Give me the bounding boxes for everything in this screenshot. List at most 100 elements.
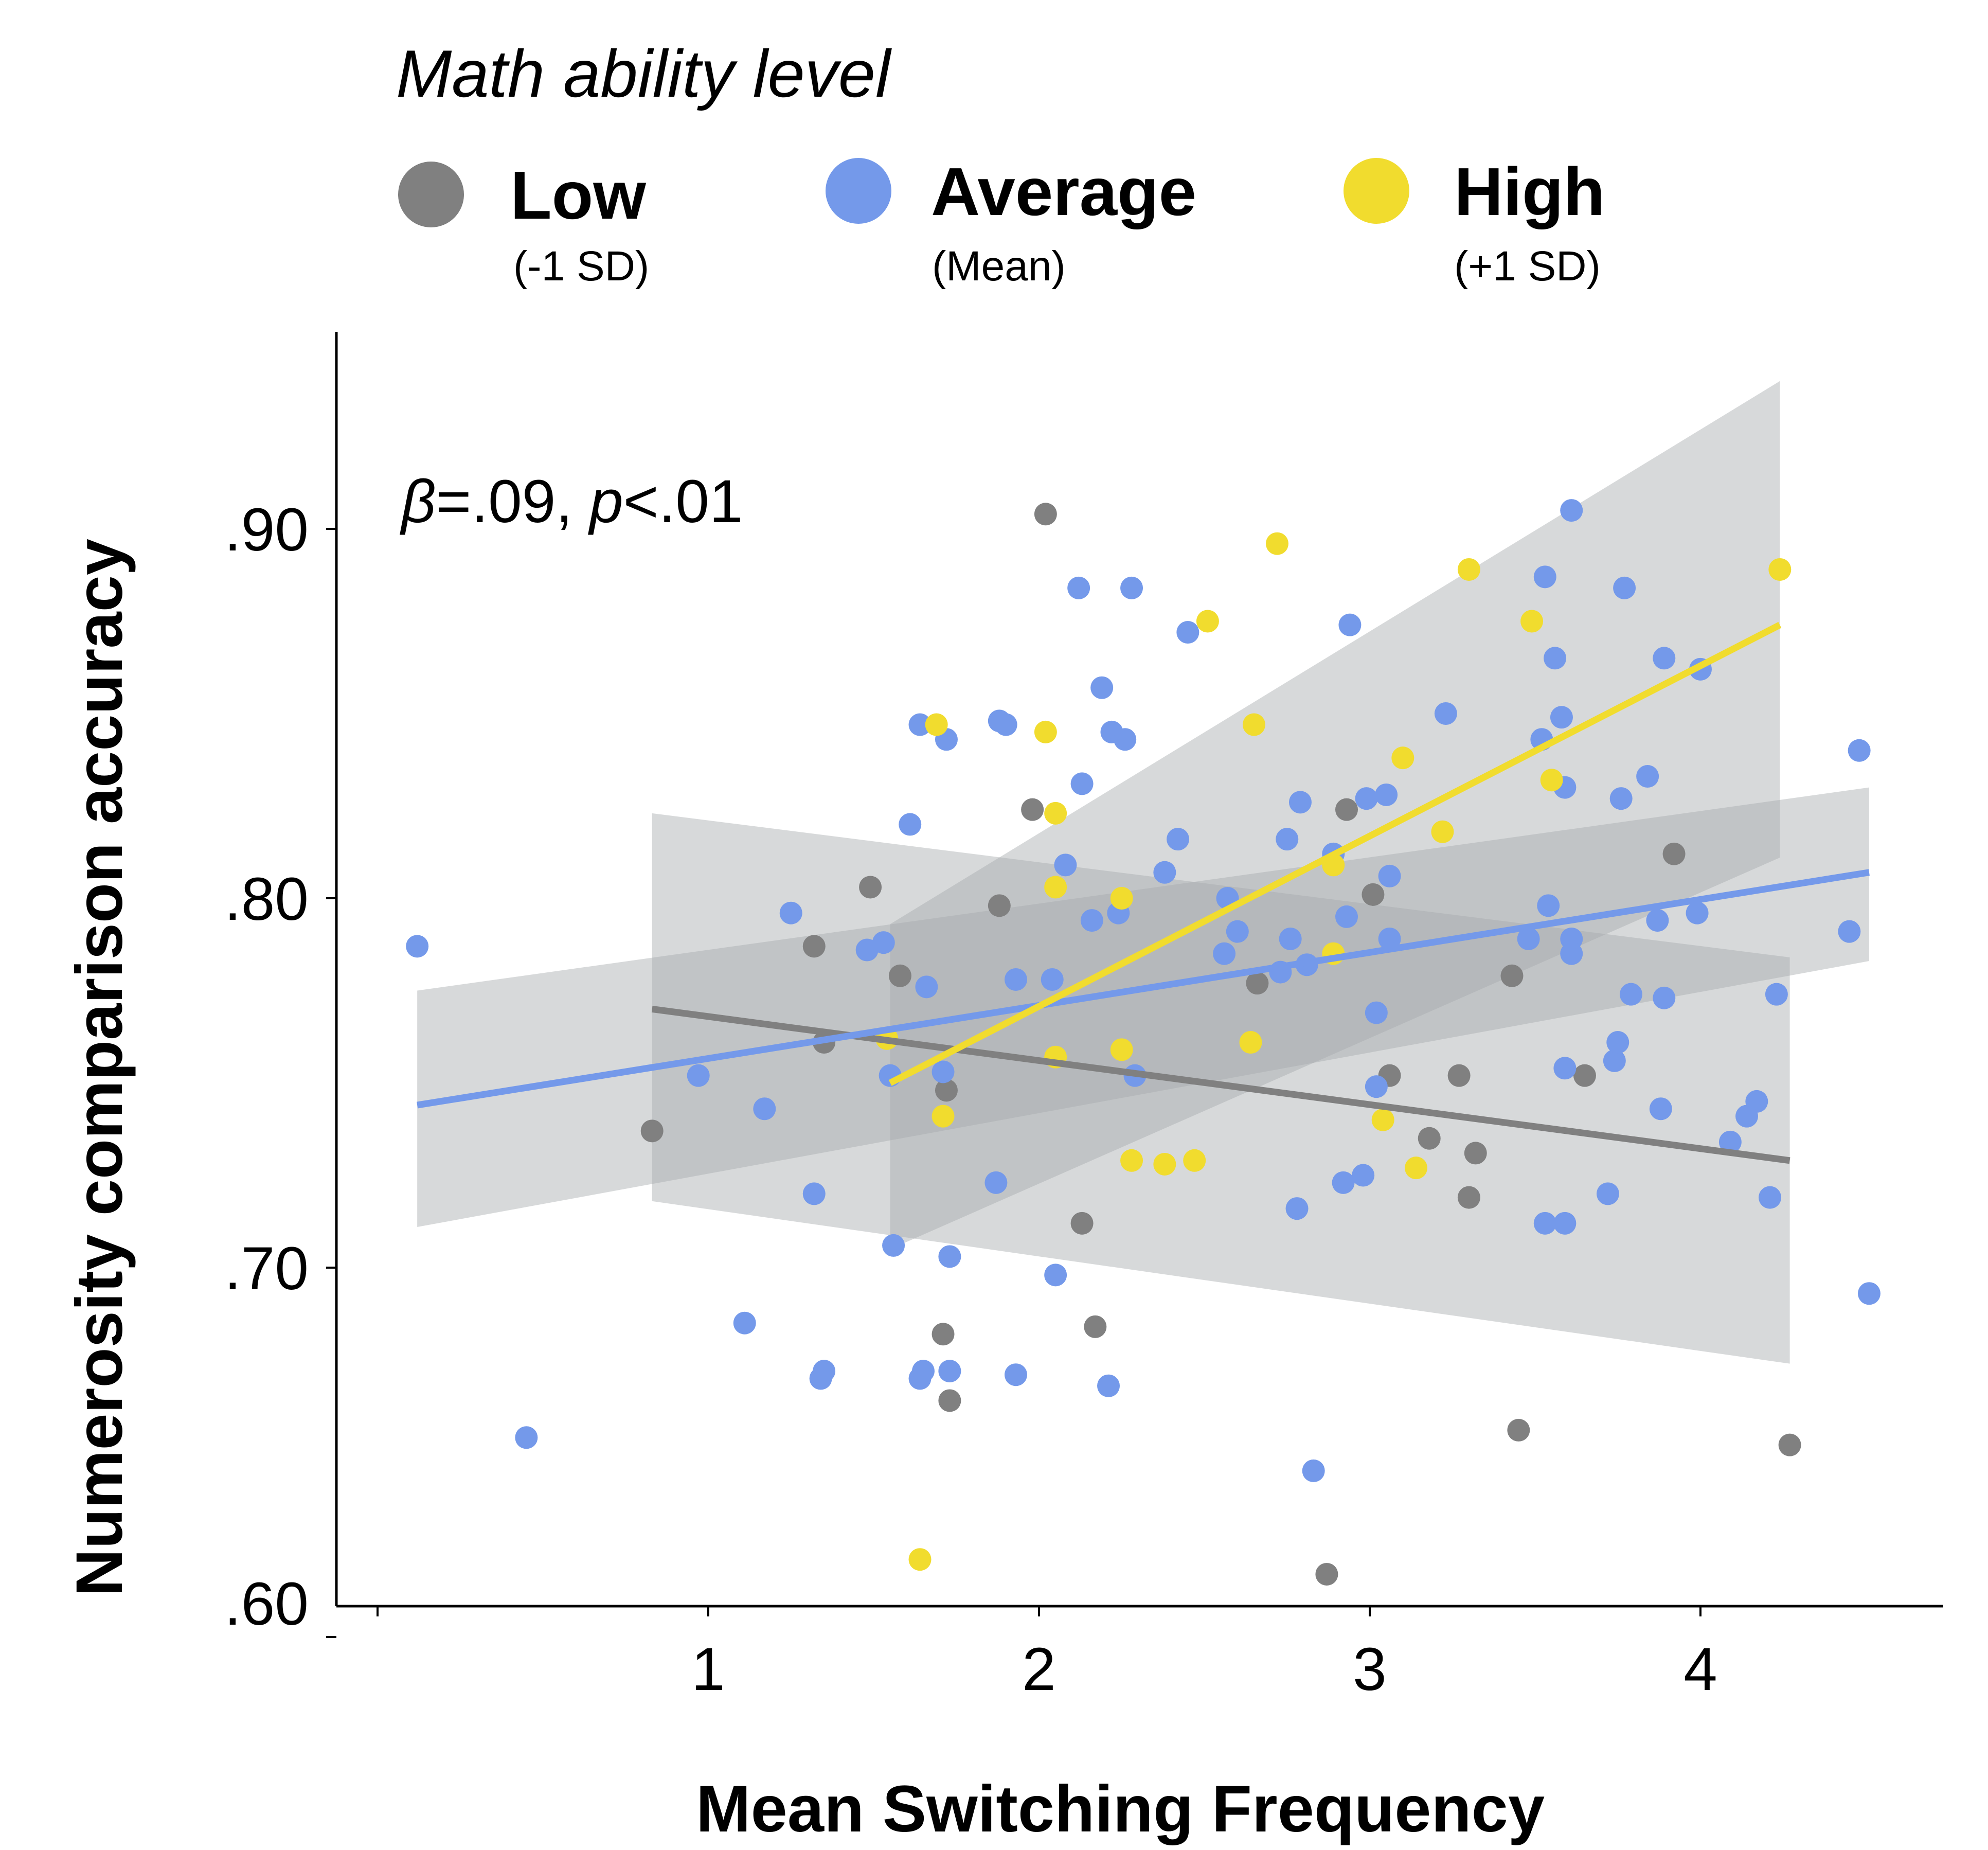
point-average-94 [1759,1186,1782,1209]
x-tick-label-4: 4 [1683,1635,1717,1703]
point-high-21 [1405,1157,1428,1180]
point-average-64 [1434,702,1457,725]
point-average-61 [1375,783,1398,806]
point-high-23 [1457,558,1480,581]
x-tick-label-2: 2 [1022,1635,1056,1703]
point-low-11 [1070,1212,1094,1235]
legend-title: Math ability level [396,36,892,111]
point-average-38 [1120,576,1143,599]
point-low-23 [1573,1064,1596,1087]
fit-line-average [417,869,1870,1109]
point-average-63 [1378,927,1401,950]
point-average-82 [1613,576,1636,599]
point-high-16 [1265,532,1288,555]
point-low-8 [988,894,1011,917]
point-high-3 [932,1105,955,1128]
beta-value: =.09, [436,468,589,536]
point-average-55 [1335,905,1358,928]
ci-band-average [417,787,1869,1228]
beta-symbol: β [400,468,436,536]
point-average-45 [1226,920,1249,943]
legend-low: Low (-1 SD) [398,157,649,290]
point-low-12 [1084,1315,1107,1338]
point-average-86 [1649,1097,1672,1120]
point-average-28 [1044,1264,1067,1287]
point-average-84 [1636,765,1659,788]
point-average-47 [1276,828,1299,851]
point-average-93 [1745,1090,1768,1113]
point-average-20 [938,1245,961,1268]
point-average-95 [1765,983,1788,1006]
point-high-11 [1153,1152,1176,1176]
point-low-3 [859,876,882,899]
point-average-14 [908,713,932,736]
point-average-98 [1857,1282,1880,1305]
x-tick-label-1: 1 [691,1635,725,1703]
point-average-74 [1553,1057,1577,1080]
x-axis-title: Mean Switching Frequency [696,1772,1545,1846]
point-average-43 [1213,942,1236,965]
point-average-31 [1070,772,1094,795]
point-average-87 [1653,647,1676,670]
point-average-21 [938,1360,961,1383]
point-low-20 [1464,1142,1487,1165]
point-high-9 [1110,1038,1133,1061]
ci-band-low [652,813,1790,1364]
point-average-0 [406,935,429,958]
point-average-67 [1533,565,1556,589]
point-average-50 [1288,791,1312,814]
point-average-16 [911,1360,935,1383]
confidence-bands [417,381,1869,1364]
point-average-83 [1619,983,1642,1006]
point-average-80 [1606,1031,1629,1054]
point-average-26 [1004,968,1027,991]
point-high-5 [1044,802,1067,825]
x-tick-label-3: 3 [1353,1635,1387,1703]
point-average-22 [984,1171,1008,1194]
point-high-20 [1391,746,1414,770]
legend-sublabel-low: (-1 SD) [513,243,649,290]
point-average-91 [1718,1130,1742,1153]
point-average-25 [1004,1363,1027,1386]
y-tick-label-3: .90 [224,496,309,564]
point-high-12 [1183,1149,1206,1172]
point-average-96 [1838,920,1861,943]
point-average-52 [1302,1459,1325,1482]
point-low-18 [1447,1064,1471,1087]
legend-marker-average [826,158,891,224]
point-average-27 [1041,968,1064,991]
legend-marker-low [398,162,464,227]
axis-ticks: 1 2 3 4 .60 .70 .80 .90 [224,496,1717,1703]
point-average-60 [1365,1075,1388,1098]
point-high-14 [1239,1031,1262,1054]
point-high-4 [1034,720,1057,743]
point-average-3 [733,1311,756,1335]
p-value: <.01 [623,468,743,536]
point-low-17 [1418,1127,1441,1150]
point-average-71 [1550,706,1573,729]
point-average-24 [994,713,1017,736]
point-average-29 [1054,853,1077,877]
point-average-59 [1365,1001,1388,1024]
regression-annotation: β=.09, p<.01 [400,468,743,536]
point-average-73 [1553,1212,1577,1235]
point-average-78 [1596,1182,1619,1205]
point-low-15 [1362,883,1385,906]
point-high-26 [1768,558,1792,581]
point-high-1 [908,1548,932,1571]
point-average-8 [813,1360,836,1383]
point-low-0 [640,1119,664,1143]
point-high-15 [1242,713,1265,736]
point-high-22 [1431,820,1454,843]
point-average-65 [1517,927,1540,950]
point-average-40 [1153,861,1176,884]
y-axis-title: Numerosity comparison accuracy [63,539,136,1596]
point-high-19 [1371,1108,1394,1131]
point-average-77 [1560,942,1583,965]
point-average-62 [1378,864,1401,887]
point-low-24 [1662,842,1686,865]
y-tick-label-0: .60 [224,1570,309,1638]
legend-high: High (+1 SD) [1344,154,1605,290]
regression-lines [417,621,1870,1164]
